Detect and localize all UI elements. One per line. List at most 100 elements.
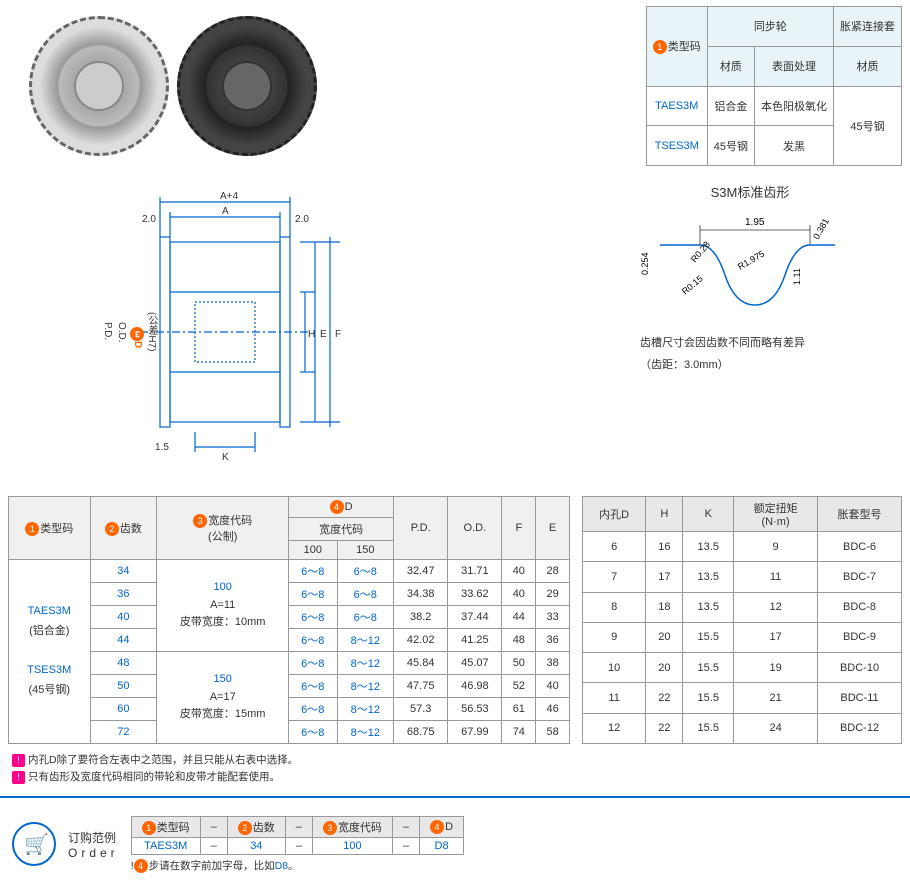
oh-sep1: – xyxy=(200,816,227,837)
spec-teeth: 60 xyxy=(90,698,157,721)
param-cell: BDC-6 xyxy=(818,532,902,562)
spec-cell: 37.44 xyxy=(448,606,502,629)
param-cell: 17 xyxy=(646,562,683,592)
param-cell: 18 xyxy=(646,592,683,622)
svg-text:K: K xyxy=(222,452,229,463)
ov-type: TAES3M xyxy=(131,837,200,854)
spec-cell: 6～8 xyxy=(289,629,337,652)
spec-cell: 6～8 xyxy=(289,652,337,675)
spec-cell: 48 xyxy=(502,629,536,652)
spec-cell: 42.02 xyxy=(394,629,448,652)
cell-surf-0: 本色阳极氧化 xyxy=(755,86,834,126)
svg-text:F: F xyxy=(335,329,341,340)
spec-cell: 33 xyxy=(536,606,570,629)
cart-icon xyxy=(12,822,56,866)
technical-drawing: A+4 A 2.0 2.0 K H E F 1.5 P.D. O.D. 3D (… xyxy=(100,182,360,472)
oh-type: 类型码 xyxy=(157,822,190,834)
param-cell: 16 xyxy=(646,532,683,562)
spec-cell: 8～12 xyxy=(337,652,394,675)
spec-cell: 33.62 xyxy=(448,583,502,606)
param-cell: 11 xyxy=(734,562,818,592)
ov-d: D8 xyxy=(420,837,464,854)
spec-cell: 6～8 xyxy=(289,675,337,698)
spec-teeth: 40 xyxy=(90,606,157,629)
spec-cell: 6～8 xyxy=(337,606,394,629)
note-1: 内孔D除了要符合左表中之范围，并且只能从右表中选择。 xyxy=(28,754,298,766)
param-cell: 10 xyxy=(583,653,646,683)
spec-cell: 32.47 xyxy=(394,560,448,583)
svg-text:1.5: 1.5 xyxy=(155,442,169,453)
notes-section: !内孔D除了要符合左表中之范围，并且只能从右表中选择。 !只有齿形及宽度代码相同… xyxy=(0,748,910,790)
spec-cell: 41.25 xyxy=(448,629,502,652)
th-material: 材质 xyxy=(707,46,754,86)
spec-cell: 34.38 xyxy=(394,583,448,606)
svg-text:1.11: 1.11 xyxy=(792,268,802,285)
ov-sep1: – xyxy=(200,837,227,854)
parameter-table: 内孔D H K 额定扭矩 (N·m) 胀套型号 61613.59BDC-6717… xyxy=(582,496,902,744)
spec-cell: 58 xyxy=(536,721,570,744)
spec-cell: 6～8 xyxy=(337,583,394,606)
spec-cell: 38.2 xyxy=(394,606,448,629)
spec-cell: 6～8 xyxy=(289,721,337,744)
param-cell: 12 xyxy=(734,592,818,622)
param-cell: 9 xyxy=(583,622,646,652)
spec-cell: 45.84 xyxy=(394,652,448,675)
svg-text:1.95: 1.95 xyxy=(745,217,765,228)
spec-cell: 36 xyxy=(536,629,570,652)
spec-cell: 8～12 xyxy=(337,629,394,652)
tooth-note1: 齿槽尺寸会因齿数不同而略有差异 xyxy=(640,334,860,350)
th-spec-teeth: 齿数 xyxy=(120,523,142,535)
param-cell: 13.5 xyxy=(683,592,734,622)
svg-text:H: H xyxy=(308,329,315,340)
spec-cell: 8～12 xyxy=(337,721,394,744)
param-cell: 19 xyxy=(734,653,818,683)
spec-cell: 50 xyxy=(502,652,536,675)
th-param-k: K xyxy=(683,497,734,532)
param-cell: 24 xyxy=(734,713,818,743)
spec-cell: 38 xyxy=(536,652,570,675)
th-typecode: 类型码 xyxy=(668,41,701,53)
th-surface: 表面处理 xyxy=(755,46,834,86)
spec-cell: 45.07 xyxy=(448,652,502,675)
th-spec-d: D xyxy=(345,501,353,513)
param-cell: 20 xyxy=(646,653,683,683)
label-pd: P.D. xyxy=(102,322,113,340)
param-cell: BDC-7 xyxy=(818,562,902,592)
th-w150: 150 xyxy=(337,541,394,560)
spec-teeth: 48 xyxy=(90,652,157,675)
param-cell: 15.5 xyxy=(683,622,734,652)
tooth-title: S3M标准齿形 xyxy=(640,182,860,201)
spec-teeth: 34 xyxy=(90,560,157,583)
label-d: 3D xyxy=(130,327,145,348)
spec-cell: 40 xyxy=(502,560,536,583)
spec-cell: 40 xyxy=(536,675,570,698)
svg-text:R0.28: R0.28 xyxy=(689,239,712,264)
th-spec-dcode: 宽度代码 xyxy=(289,518,394,541)
ov-width: 100 xyxy=(312,837,392,854)
th-spec-od: O.D. xyxy=(448,497,502,560)
svg-text:2.0: 2.0 xyxy=(295,214,309,225)
param-cell: 11 xyxy=(583,683,646,713)
svg-text:E: E xyxy=(320,329,327,340)
param-cell: 15.5 xyxy=(683,653,734,683)
cell-mat-1: 45号钢 xyxy=(707,126,754,166)
th-param-h: H xyxy=(646,497,683,532)
spec-cell: 52 xyxy=(502,675,536,698)
label-tol: (公差H7) xyxy=(144,312,159,351)
spec-width-0: 100A=11皮带宽度：10mm xyxy=(157,560,289,652)
ov-sep3: – xyxy=(392,837,419,854)
cell-mat-0: 铝合金 xyxy=(707,86,754,126)
spec-cell: 28 xyxy=(536,560,570,583)
param-cell: 15.5 xyxy=(683,713,734,743)
svg-text:R0.15: R0.15 xyxy=(680,273,705,296)
param-cell: BDC-10 xyxy=(818,653,902,683)
spec-cell: 47.75 xyxy=(394,675,448,698)
th-spec-f: F xyxy=(502,497,536,560)
oh-sep3: – xyxy=(392,816,419,837)
param-cell: 13.5 xyxy=(683,532,734,562)
param-cell: 22 xyxy=(646,683,683,713)
param-cell: 13.5 xyxy=(683,562,734,592)
cell-code-0: TAES3M xyxy=(646,86,707,126)
param-cell: 20 xyxy=(646,622,683,652)
th-syncwheel: 同步轮 xyxy=(707,7,833,47)
